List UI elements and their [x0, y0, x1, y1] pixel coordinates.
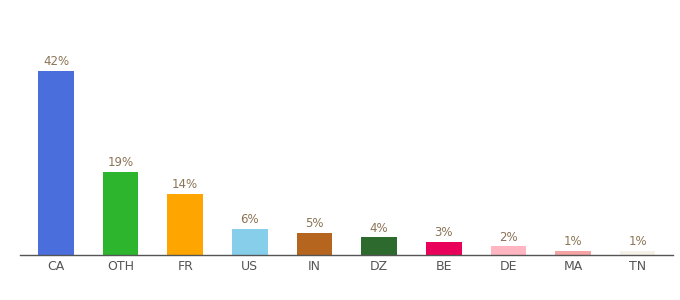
Text: 19%: 19%: [107, 156, 134, 169]
Text: 6%: 6%: [241, 213, 259, 226]
Bar: [232, 229, 268, 255]
Bar: [103, 172, 138, 255]
Text: 1%: 1%: [564, 235, 582, 248]
Bar: [38, 71, 73, 255]
Text: 3%: 3%: [435, 226, 453, 239]
Text: 2%: 2%: [499, 231, 517, 244]
Text: 42%: 42%: [43, 56, 69, 68]
Text: 14%: 14%: [172, 178, 199, 191]
Bar: [361, 238, 397, 255]
Bar: [620, 250, 656, 255]
Text: 5%: 5%: [305, 218, 324, 230]
Bar: [426, 242, 462, 255]
Bar: [296, 233, 333, 255]
Text: 1%: 1%: [628, 235, 647, 248]
Bar: [490, 246, 526, 255]
Text: 4%: 4%: [370, 222, 388, 235]
Bar: [556, 250, 591, 255]
Bar: [167, 194, 203, 255]
